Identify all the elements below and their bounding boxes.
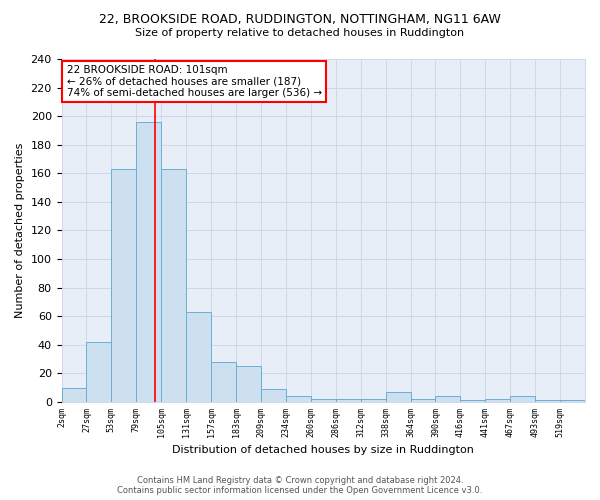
- Bar: [62, 388, 86, 402]
- Bar: [510, 396, 535, 402]
- Bar: [311, 399, 336, 402]
- Bar: [211, 362, 236, 402]
- Text: 22, BROOKSIDE ROAD, RUDDINGTON, NOTTINGHAM, NG11 6AW: 22, BROOKSIDE ROAD, RUDDINGTON, NOTTINGH…: [99, 12, 501, 26]
- Y-axis label: Number of detached properties: Number of detached properties: [15, 142, 25, 318]
- Bar: [560, 400, 585, 402]
- Bar: [361, 399, 386, 402]
- Bar: [112, 169, 136, 402]
- Bar: [460, 400, 485, 402]
- X-axis label: Distribution of detached houses by size in Ruddington: Distribution of detached houses by size …: [172, 445, 474, 455]
- Bar: [336, 399, 361, 402]
- Bar: [236, 366, 261, 402]
- Bar: [485, 399, 510, 402]
- Text: Contains HM Land Registry data © Crown copyright and database right 2024.
Contai: Contains HM Land Registry data © Crown c…: [118, 476, 482, 495]
- Bar: [86, 342, 112, 402]
- Bar: [286, 396, 311, 402]
- Text: Size of property relative to detached houses in Ruddington: Size of property relative to detached ho…: [136, 28, 464, 38]
- Text: 22 BROOKSIDE ROAD: 101sqm
← 26% of detached houses are smaller (187)
74% of semi: 22 BROOKSIDE ROAD: 101sqm ← 26% of detac…: [67, 64, 322, 98]
- Bar: [436, 396, 460, 402]
- Bar: [161, 169, 186, 402]
- Bar: [410, 399, 436, 402]
- Bar: [261, 389, 286, 402]
- Bar: [535, 400, 560, 402]
- Bar: [186, 312, 211, 402]
- Bar: [136, 122, 161, 402]
- Bar: [386, 392, 410, 402]
